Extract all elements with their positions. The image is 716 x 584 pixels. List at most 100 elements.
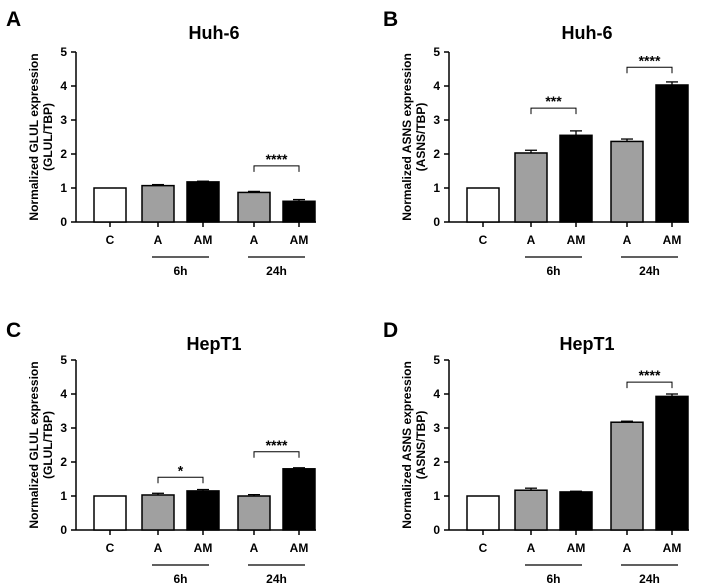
y-tick-label: 0 (433, 523, 440, 537)
y-axis-label: Normalized ASNS expression (400, 53, 414, 221)
y-tick-label: 2 (60, 147, 67, 161)
significance-stars: **** (266, 151, 288, 167)
y-tick-label: 1 (60, 489, 67, 503)
bar (655, 395, 689, 531)
x-tick-label: AM (567, 233, 586, 247)
y-axis-label-unit: (ASNS/TBP) (414, 103, 428, 172)
x-tick-label: AM (567, 541, 586, 555)
significance-stars: **** (639, 52, 661, 68)
bar (466, 495, 500, 531)
bar (655, 84, 689, 223)
y-axis-label-unit: (ASNS/TBP) (414, 411, 428, 480)
x-tick-label: C (106, 233, 115, 247)
significance-bracket (157, 476, 204, 484)
significance-bracket (253, 165, 300, 172)
panel-letter: B (383, 8, 398, 31)
y-tick-label: 4 (433, 387, 440, 401)
group-label: 24h (266, 572, 287, 584)
x-tick-label: AM (194, 541, 213, 555)
significance-stars: **** (639, 367, 661, 383)
x-tick-label: AM (663, 541, 682, 555)
bar (610, 140, 644, 223)
panel-d: D HepT1 Normalized ASNS expression (ASNS/TB… (383, 319, 689, 584)
panel-letter: C (6, 319, 21, 342)
bar (186, 181, 220, 223)
y-tick-label: 3 (60, 421, 67, 435)
bar (141, 184, 175, 223)
y-axis-label-unit: (GLUL/TBP) (41, 411, 55, 479)
y-tick-label: 0 (60, 523, 67, 537)
bar (466, 187, 500, 223)
y-tick-label: 1 (433, 181, 440, 195)
chart-title: Huh-6 (562, 23, 613, 43)
x-tick-label: A (250, 233, 259, 247)
y-tick-label: 4 (60, 79, 67, 93)
group-label: 24h (639, 264, 660, 278)
y-axis-label: Normalized GLUL expression (27, 361, 41, 528)
bar (559, 134, 593, 223)
significance-bracket (530, 107, 577, 115)
chart-title: HepT1 (559, 334, 614, 354)
bar (514, 489, 548, 531)
y-tick-label: 5 (60, 45, 67, 59)
group-label: 24h (639, 572, 660, 584)
significance-stars: *** (545, 93, 562, 109)
bar (610, 421, 644, 531)
bar (282, 200, 316, 223)
x-tick-label: A (623, 233, 632, 247)
panel-letter: D (383, 319, 398, 342)
group-label: 6h (546, 264, 560, 278)
bar (282, 468, 316, 531)
group-label: 6h (546, 572, 560, 584)
bar (186, 490, 220, 531)
significance-bracket (626, 66, 673, 74)
y-tick-label: 3 (433, 113, 440, 127)
bar (141, 494, 175, 531)
y-tick-label: 0 (433, 215, 440, 229)
bar (514, 152, 548, 223)
bar (559, 491, 593, 531)
x-tick-label: C (479, 541, 488, 555)
x-tick-label: AM (663, 233, 682, 247)
y-tick-label: 5 (433, 353, 440, 367)
panel-b: B Huh-6 Normalized ASNS expression (ASNS/TB… (383, 8, 689, 278)
x-tick-label: C (106, 541, 115, 555)
x-tick-label: AM (290, 541, 309, 555)
significance-bracket (626, 381, 673, 389)
significance-bracket (253, 451, 300, 458)
panel-c: C HepT1 Normalized GLUL expression (GLUL/TB… (6, 319, 316, 584)
chart-title: Huh-6 (189, 23, 240, 43)
y-tick-label: 2 (60, 455, 67, 469)
panel-letter: A (6, 8, 21, 31)
x-tick-label: A (154, 541, 163, 555)
x-tick-label: A (154, 233, 163, 247)
y-tick-label: 5 (60, 353, 67, 367)
x-tick-label: A (527, 233, 536, 247)
y-tick-label: 3 (60, 113, 67, 127)
y-tick-label: 1 (433, 489, 440, 503)
y-tick-label: 4 (433, 79, 440, 93)
group-label: 6h (173, 572, 187, 584)
bar (93, 495, 127, 531)
bar (237, 495, 271, 531)
bar (93, 187, 127, 223)
x-tick-label: AM (194, 233, 213, 247)
group-label: 24h (266, 264, 287, 278)
y-tick-label: 4 (60, 387, 67, 401)
significance-stars: * (178, 462, 184, 478)
y-axis-label-unit: (GLUL/TBP) (41, 103, 55, 171)
y-tick-label: 3 (433, 421, 440, 435)
x-tick-label: C (479, 233, 488, 247)
x-tick-label: A (623, 541, 632, 555)
y-tick-label: 0 (60, 215, 67, 229)
y-tick-label: 2 (433, 455, 440, 469)
y-axis-label: Normalized GLUL expression (27, 53, 41, 220)
y-tick-label: 1 (60, 181, 67, 195)
x-tick-label: A (527, 541, 536, 555)
bar (237, 191, 271, 223)
y-tick-label: 2 (433, 147, 440, 161)
group-label: 6h (173, 264, 187, 278)
y-tick-label: 5 (433, 45, 440, 59)
y-axis-label: Normalized ASNS expression (400, 361, 414, 529)
